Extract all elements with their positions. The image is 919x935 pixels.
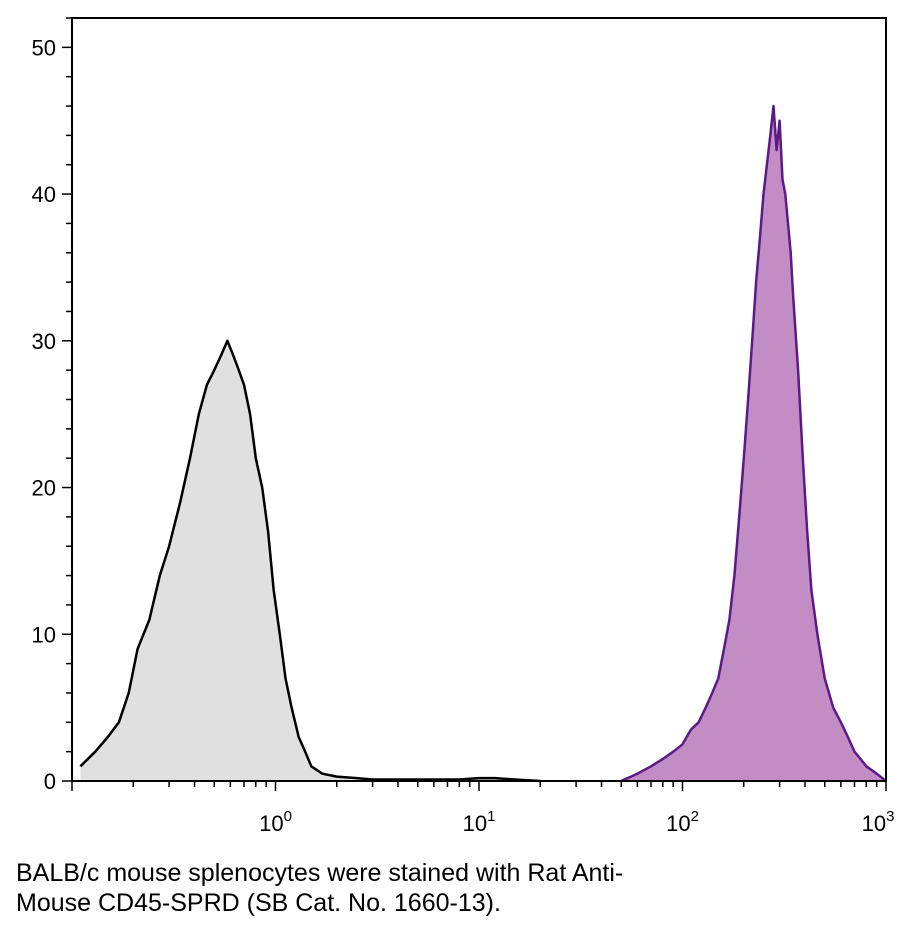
caption-line-2: Mouse CD45-SPRD (SB Cat. No. 1660-13).: [16, 889, 501, 917]
y-tick-label: 50: [32, 35, 56, 60]
x-tick-label: 100: [259, 808, 292, 836]
y-tick-label: 40: [32, 182, 56, 207]
series-1-line: [79, 339, 541, 783]
histogram-chart: 0 10 20 30 40 50 100 101 102 103: [32, 17, 895, 836]
y-tick-label: 20: [32, 476, 56, 501]
y-tick-label: 30: [32, 329, 56, 354]
series-2-line: [620, 104, 887, 783]
series-2-area: [621, 106, 886, 781]
figure-caption: BALB/c mouse splenocytes were stained wi…: [16, 858, 896, 918]
axis-layer: 0 10 20 30 40 50 100 101 102 103: [32, 17, 895, 836]
x-tick-label: 101: [463, 808, 496, 836]
x-tick-label: 102: [666, 808, 699, 836]
x-tick-label: 103: [862, 808, 895, 836]
y-tick-label: 0: [44, 769, 56, 794]
caption-line-1: BALB/c mouse splenocytes were stained wi…: [16, 859, 624, 887]
series-1-area: [80, 340, 541, 781]
series-layer: [79, 104, 887, 783]
y-tick-label: 10: [32, 622, 56, 647]
